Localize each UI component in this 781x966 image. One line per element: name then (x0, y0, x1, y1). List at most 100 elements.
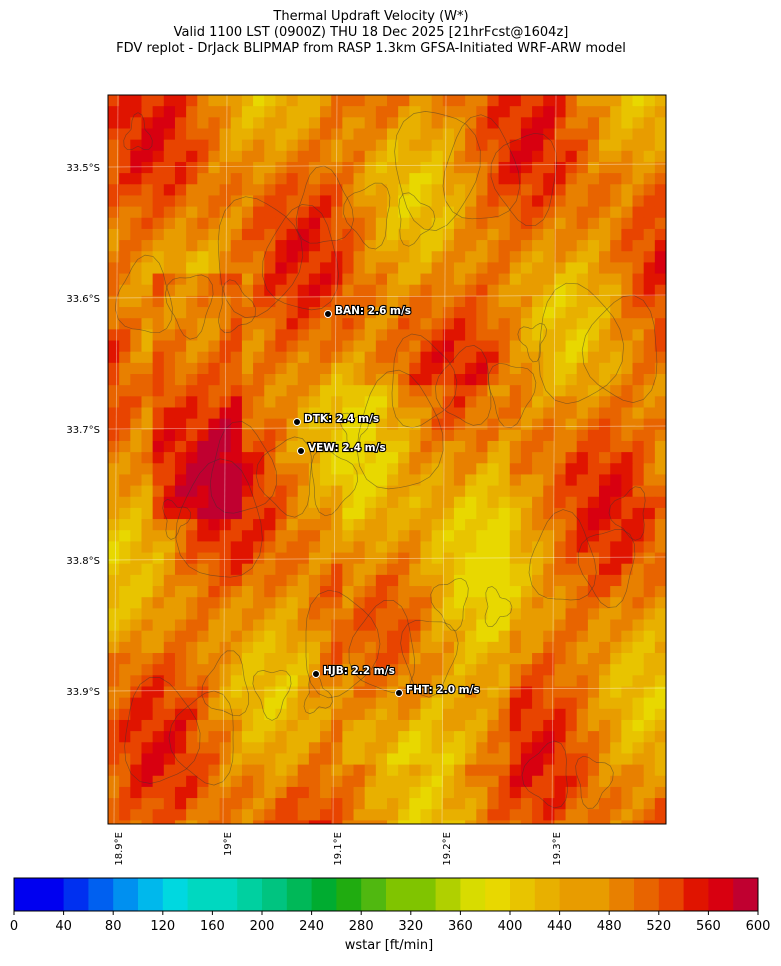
map-cell (565, 106, 578, 118)
map-cell (520, 440, 533, 453)
map-cell (398, 485, 410, 498)
map-cell (599, 351, 611, 364)
map-cell (308, 217, 321, 230)
map-cell (219, 764, 232, 777)
map-cell (342, 586, 355, 598)
map-cell (599, 708, 611, 721)
map-cell (353, 597, 366, 609)
map-cell (442, 139, 455, 152)
map-cell (509, 195, 522, 208)
map-cell (509, 675, 522, 687)
map-cell (520, 675, 533, 687)
map-cell (398, 195, 410, 208)
map-cell (643, 385, 656, 397)
map-cell (442, 574, 455, 587)
map-cell (587, 318, 600, 330)
map-cell (197, 217, 209, 230)
map-cell (554, 641, 567, 654)
station-label: HJB: 2.2 m/s (323, 665, 395, 677)
map-cell (119, 95, 131, 107)
map-cell (509, 340, 522, 353)
map-cell (119, 675, 131, 687)
map-cell (465, 351, 477, 364)
map-cell (186, 708, 198, 721)
map-cell (130, 251, 142, 263)
map-cell (599, 786, 611, 799)
map-cell (141, 485, 154, 498)
map-cell (230, 719, 243, 732)
map-cell (520, 329, 533, 342)
map-cell (599, 608, 611, 621)
map-cell (208, 307, 221, 319)
map-cell (364, 396, 377, 408)
map-cell (476, 563, 488, 576)
map-cell (186, 786, 198, 799)
map-cell (431, 240, 444, 252)
map-cell (532, 452, 544, 464)
map-cell (498, 753, 511, 766)
map-cell (286, 418, 299, 431)
map-cell (509, 775, 522, 788)
map-cell (163, 217, 176, 230)
map-cell (465, 195, 477, 208)
map-cell (532, 150, 544, 163)
map-cell (565, 396, 578, 408)
map-cell (152, 552, 165, 565)
map-cell (119, 563, 131, 576)
colorbar-tick-label: 0 (10, 919, 18, 934)
map-cell (643, 117, 656, 129)
map-cell (152, 440, 165, 453)
map-cell (331, 307, 343, 319)
contour (435, 345, 492, 426)
map-cell (286, 731, 299, 743)
map-cell (241, 552, 254, 565)
map-cell (286, 697, 299, 710)
map-cell (509, 507, 522, 520)
map-cell (509, 128, 522, 141)
map-cell (364, 519, 377, 531)
map-cell (141, 742, 154, 754)
map-cell (308, 574, 321, 587)
map-cell (643, 485, 656, 498)
map-cell (554, 228, 567, 241)
map-cell (610, 675, 622, 687)
map-cell (375, 429, 388, 442)
map-cell (308, 719, 321, 732)
map-cell (264, 686, 276, 699)
map-cell (375, 396, 388, 408)
map-cell (130, 340, 142, 353)
map-cell (264, 128, 276, 141)
map-cell (297, 697, 310, 710)
map-cell (163, 530, 176, 542)
colorbar-tick-label: 160 (200, 919, 225, 934)
map-cell (554, 731, 567, 743)
map-cell (186, 396, 198, 408)
map-cell (141, 396, 154, 408)
map-cell (186, 128, 198, 141)
map-cell (532, 798, 544, 810)
map-cell (163, 775, 176, 788)
map-cell (632, 719, 645, 732)
map-cell (621, 184, 634, 196)
map-cell (654, 630, 666, 643)
map-cell (532, 262, 544, 275)
map-cell (364, 563, 377, 576)
map-cell (320, 775, 332, 788)
map-cell (498, 664, 511, 676)
map-cell (465, 240, 477, 252)
map-cell (599, 318, 611, 330)
contour (255, 436, 312, 518)
map-cell (543, 318, 555, 330)
map-cell (130, 452, 142, 464)
colorbar-tick-label: 200 (250, 919, 275, 934)
map-cell (119, 552, 131, 565)
map-cell (174, 128, 187, 141)
map-cell (532, 228, 544, 241)
map-cell (565, 786, 578, 799)
map-cell (353, 150, 366, 163)
map-cell (565, 753, 578, 766)
map-cell (465, 117, 477, 129)
map-cell (565, 452, 578, 464)
map-cell (353, 708, 366, 721)
map-cell (141, 686, 154, 699)
